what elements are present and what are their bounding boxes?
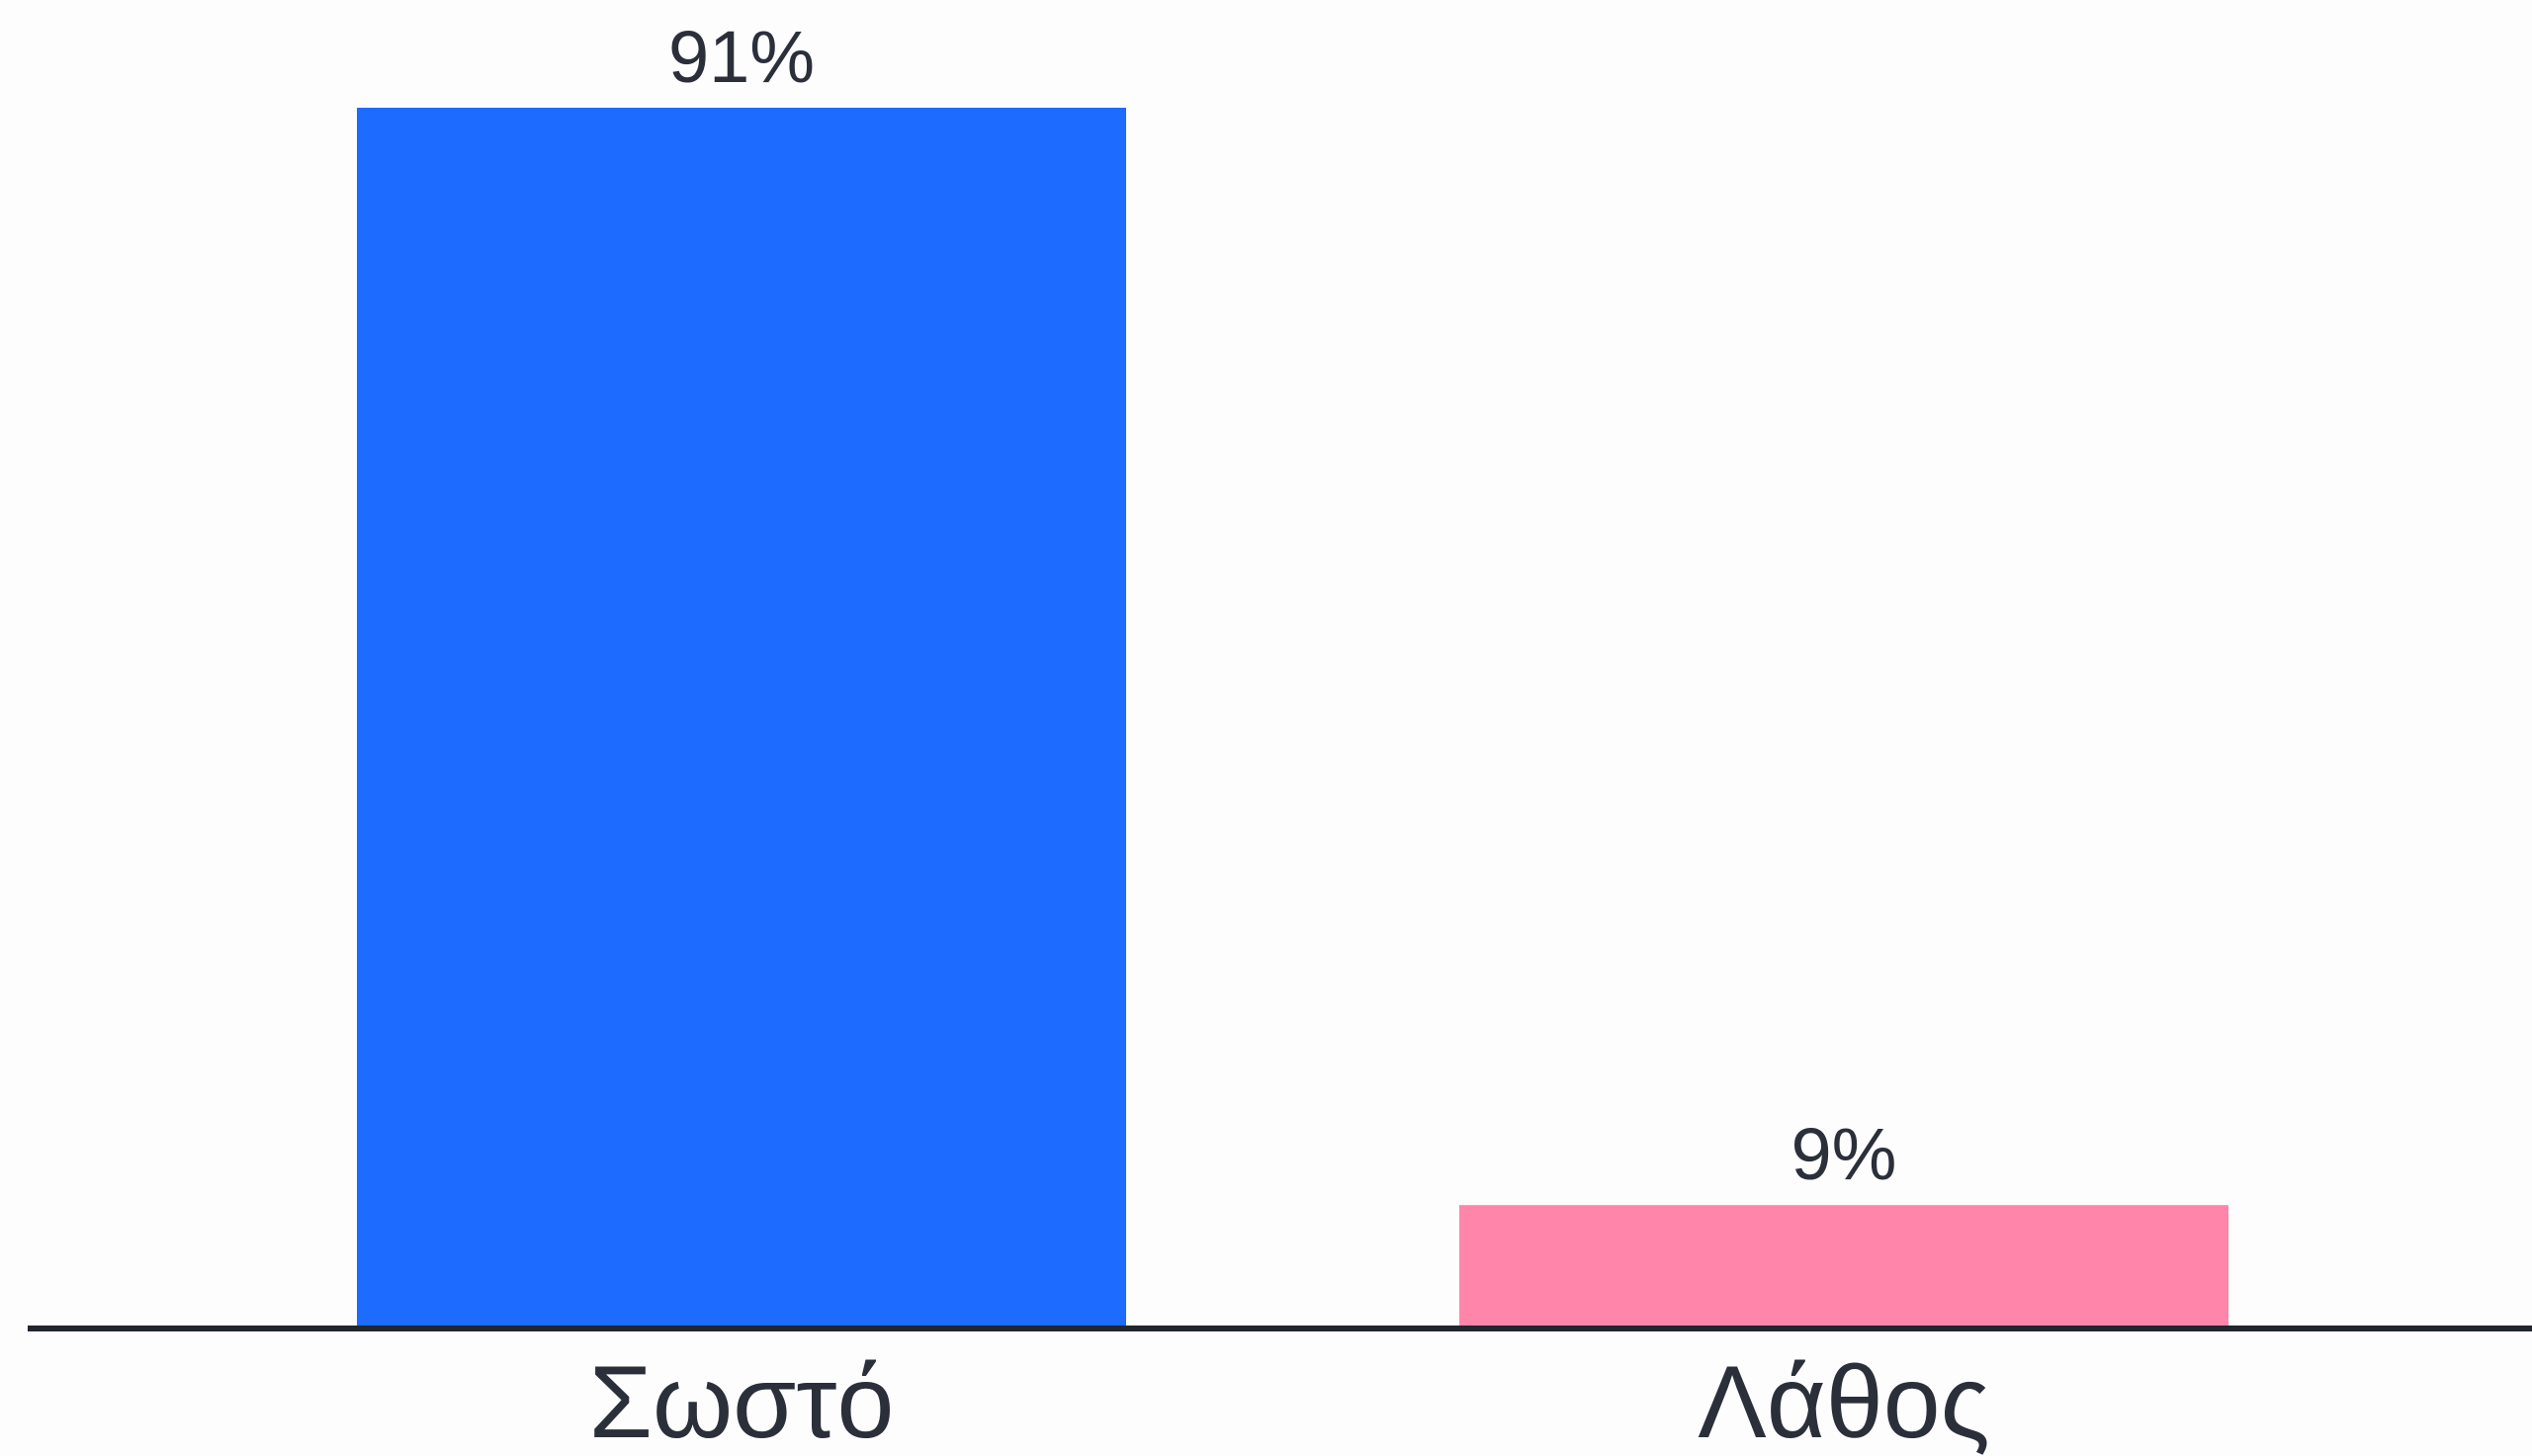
bars-group (357, 108, 2228, 1326)
bar-1-category-label: Σωστό (589, 1345, 895, 1456)
bar-1-value-label: 91% (668, 16, 815, 98)
category-labels-group: Σωστό Λάθος (589, 1345, 1990, 1456)
bar-2 (1459, 1205, 2228, 1326)
bar-2-value-label: 9% (1791, 1113, 1897, 1195)
value-labels-group: 91% 9% (668, 16, 1897, 1195)
bar-2-category-label: Λάθος (1698, 1345, 1989, 1456)
bar-1 (357, 108, 1126, 1326)
